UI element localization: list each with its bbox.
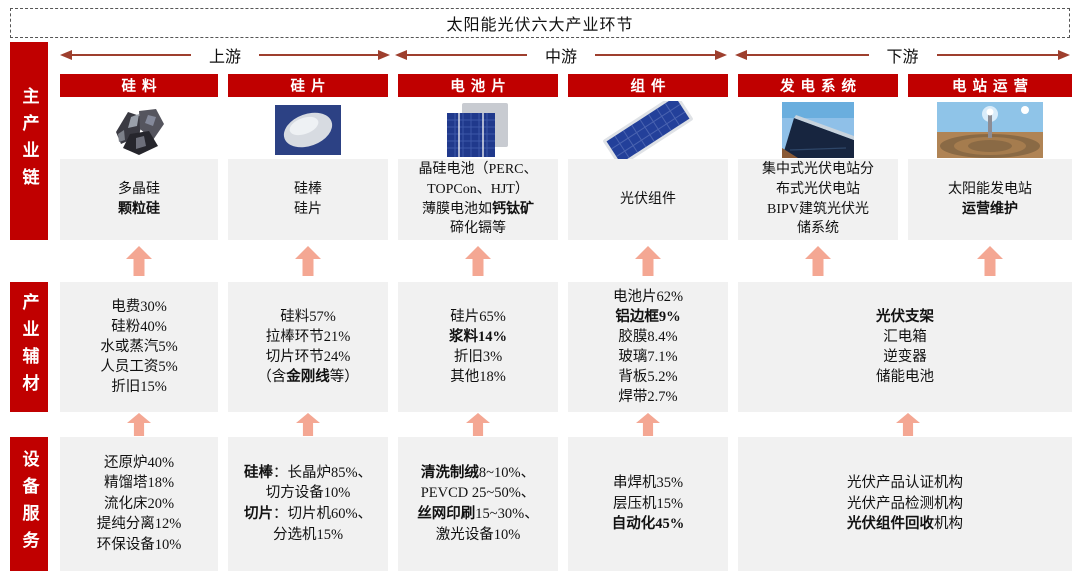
diagram-title-box: 太阳能光伏六大产业环节 — [10, 8, 1070, 38]
sidebar-equipment-services: 设备服务 — [10, 437, 48, 571]
equipment-box-silicon: 还原炉40% 精馏塔18% 流化床20% 提纯分离12% 环保设备10% — [60, 437, 218, 571]
materials-box-module: 电池片62% 铝边框9% 胶膜8.4% 玻璃7.1% 背板5.2% 焊带2.7% — [568, 282, 728, 412]
polysilicon-chunks-image — [60, 101, 218, 158]
column-header-cell: 电池片 — [398, 74, 558, 97]
diagram-title: 太阳能光伏六大产业环节 — [446, 17, 634, 34]
equipment-box-downstream: 光伏产品认证机构 光伏产品检测机构 光伏组件回收机构 — [738, 437, 1072, 571]
up-arrow-icon — [127, 413, 151, 436]
stage-label-downstream: 下游 — [886, 49, 919, 66]
equipment-box-cell: 清洗制绒8~10%、 PEVCD 25~50%、 丝网印刷15~30%、 激光设备10… — [398, 437, 558, 571]
column-header-silicon: 硅料 — [60, 74, 218, 97]
arrow-right-icon — [715, 50, 728, 60]
stage-arrow-downstream: 下游 — [735, 43, 1071, 67]
equipment-box-wafer: 硅棒：长晶炉85%、 切方设备10% 切片：切片机60%、 分选机15% — [228, 437, 388, 571]
up-arrow-icon — [465, 246, 491, 276]
arrow-left-icon — [395, 50, 407, 60]
main-box-module: 光伏组件 — [568, 159, 728, 240]
arrow-right-icon — [1058, 50, 1071, 60]
up-arrow-icon — [636, 413, 660, 436]
equipment-box-module: 串焊机35% 层压机15% 自动化45% — [568, 437, 728, 571]
column-header-module: 组件 — [568, 74, 728, 97]
solar-tower-station-image — [908, 101, 1072, 158]
sidebar-auxiliary-materials: 产业辅材 — [10, 282, 48, 412]
materials-box-cell: 硅片65% 浆料14% 折旧3% 其他18% — [398, 282, 558, 412]
up-arrow-icon — [295, 246, 321, 276]
materials-box-silicon: 电费30% 硅粉40% 水或蒸汽5% 人员工资5% 折旧15% — [60, 282, 218, 412]
up-arrow-icon — [977, 246, 1003, 276]
up-arrow-icon — [296, 413, 320, 436]
stage-arrow-midstream: 中游 — [395, 43, 728, 67]
up-arrow-icon — [635, 246, 661, 276]
stage-arrow-upstream: 上游 — [60, 43, 391, 67]
main-box-silicon: 多晶硅 颗粒硅 — [60, 159, 218, 240]
main-box-power-system: 集中式光伏电站分 布式光伏电站 BIPV建筑光伏光 储系统 — [738, 159, 898, 240]
stage-label-midstream: 中游 — [545, 49, 578, 66]
solar-cell-image — [398, 101, 558, 158]
materials-box-wafer: 硅料57% 拉棒环节21% 切片环节24% （含金刚线等） — [228, 282, 388, 412]
stage-label-upstream: 上游 — [209, 49, 242, 66]
pv-module-image — [568, 100, 728, 159]
main-box-station-operation: 太阳能发电站 运营维护 — [908, 159, 1072, 240]
arrow-right-icon — [378, 50, 391, 60]
sidebar-main-chain: 主产业链 — [10, 42, 48, 240]
column-header-station-operation: 电站运营 — [908, 74, 1072, 97]
main-box-cell: 晶硅电池（PERC、 TOPCon、HJT） 薄膜电池如钙钛矿 碲化镉等 — [398, 159, 558, 240]
arrow-left-icon — [735, 50, 747, 60]
arrow-left-icon — [60, 50, 72, 60]
up-arrow-icon — [466, 413, 490, 436]
silicon-wafer-image — [228, 101, 388, 158]
main-box-wafer: 硅棒 硅片 — [228, 159, 388, 240]
materials-box-downstream: 光伏支架 汇电箱 逆变器 储能电池 — [738, 282, 1072, 412]
up-arrow-icon — [126, 246, 152, 276]
column-header-power-system: 发电系统 — [738, 74, 898, 97]
column-header-wafer: 硅片 — [228, 74, 388, 97]
pv-power-plant-image — [738, 101, 898, 158]
up-arrow-icon — [896, 413, 920, 436]
up-arrow-icon — [805, 246, 831, 276]
